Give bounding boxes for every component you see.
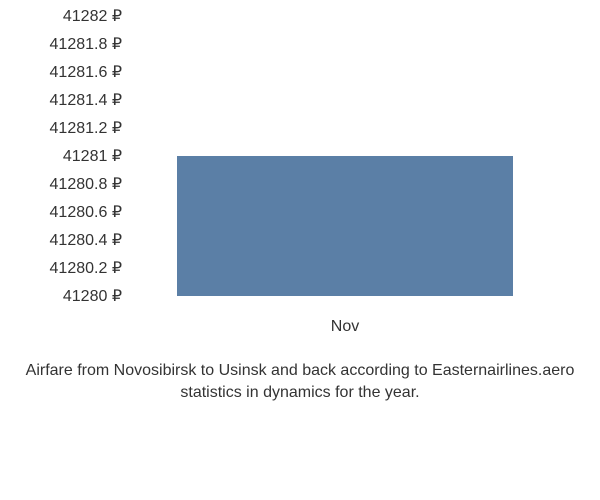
y-tick-label: 41280 ₽	[63, 286, 122, 306]
y-tick-label: 41281.2 ₽	[50, 118, 122, 138]
x-tick-label: Nov	[331, 318, 359, 336]
y-tick-label: 41281.4 ₽	[50, 90, 122, 110]
bar	[177, 156, 512, 296]
y-tick-label: 41280.4 ₽	[50, 230, 122, 250]
chart-caption: Airfare from Novosibirsk to Usinsk and b…	[0, 360, 600, 403]
y-tick-label: 41280.8 ₽	[50, 174, 122, 194]
y-tick-label: 41280.6 ₽	[50, 202, 122, 222]
y-tick-label: 41281.6 ₽	[50, 62, 122, 82]
y-tick-label: 41282 ₽	[63, 6, 122, 26]
plot-area	[130, 16, 560, 296]
y-tick-label: 41280.2 ₽	[50, 258, 122, 278]
y-tick-label: 41281 ₽	[63, 146, 122, 166]
airfare-chart: 41280 ₽ 41280.2 ₽ 41280.4 ₽ 41280.6 ₽ 41280.…	[0, 0, 600, 500]
y-tick-label: 41281.8 ₽	[50, 34, 122, 54]
